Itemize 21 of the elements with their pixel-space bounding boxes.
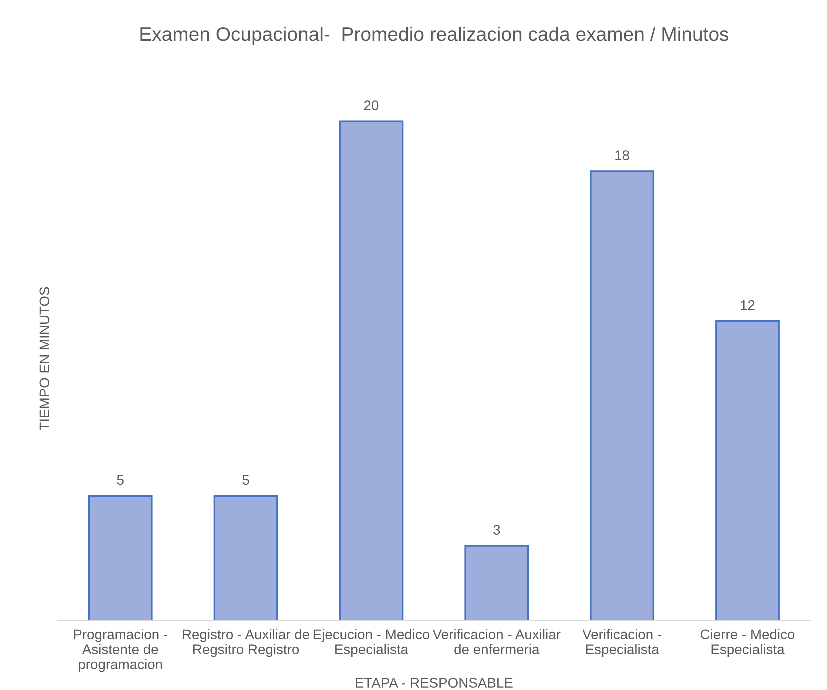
bar (716, 320, 780, 621)
bar (214, 495, 278, 621)
x-axis-title: ETAPA - RESPONSABLE (356, 678, 513, 688)
x-tick-label: Verificacion - Especialista (582, 629, 662, 658)
x-tick-label: Programacion - Asistente de programacion (74, 629, 168, 672)
bar (590, 170, 655, 621)
data-label: 5 (117, 475, 124, 486)
x-tick-label: Cierre - Medico Especialista (700, 629, 795, 658)
x-tick-label: Verificacion - Auxiliar de enfermeria (432, 629, 561, 654)
data-label: 18 (616, 150, 630, 160)
data-label: 20 (364, 100, 379, 110)
data-label: 5 (242, 475, 250, 486)
bar (88, 495, 153, 621)
chart-title: Examen Ocupacional- Promedio realizacion cada examen / Minutos (140, 26, 729, 46)
bar (339, 120, 404, 621)
data-label: 3 (494, 525, 500, 536)
data-label: 12 (741, 300, 755, 310)
bar (464, 545, 530, 621)
y-axis-title: TIEMPO EN MINUTOS (40, 287, 50, 431)
x-tick-label: Registro - Auxiliar de Regsitro Registro (183, 629, 310, 658)
x-tick-label: Ejecucion - Medico Especialista (314, 629, 430, 658)
